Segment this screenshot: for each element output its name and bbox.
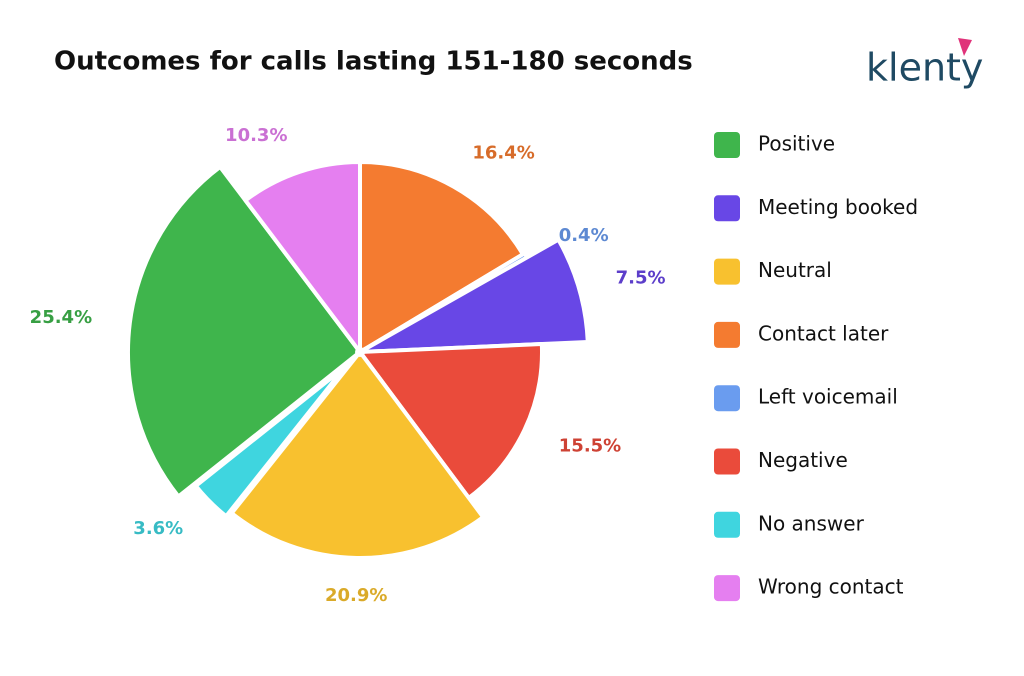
data-label: 3.6%	[133, 518, 183, 539]
center-dot	[355, 347, 365, 357]
pie-slice	[243, 160, 362, 354]
legend-swatch	[714, 385, 740, 412]
logo-mark	[958, 38, 972, 56]
legend-swatch	[714, 258, 740, 285]
data-label: 0.4%	[559, 225, 609, 246]
legend-swatch	[714, 321, 740, 348]
legend-label: Wrong contact	[758, 575, 904, 599]
legend-label: Contact later	[758, 321, 889, 345]
data-label: 16.4%	[472, 143, 534, 164]
legend-label: Neutral	[758, 258, 832, 282]
pie-slice	[358, 237, 590, 354]
legend-swatch	[714, 132, 740, 158]
legend-swatch	[714, 511, 740, 538]
legend-label: Positive	[758, 132, 835, 156]
legend-swatch	[714, 195, 740, 222]
data-label: 15.5%	[559, 435, 621, 456]
pie-slice	[358, 160, 525, 354]
legend-swatch	[714, 448, 740, 475]
legend: Positive Meeting booked Neutral Contact lat…	[714, 132, 918, 602]
legend-label: Negative	[758, 448, 848, 472]
data-label: 10.3%	[225, 125, 287, 146]
data-label: 7.5%	[616, 268, 666, 289]
pie-slice	[193, 365, 347, 519]
chart-title: Outcomes for calls lasting 151-180 secon…	[54, 47, 693, 77]
legend-label: Meeting booked	[758, 195, 918, 219]
legend-swatch	[714, 575, 740, 602]
pie-slice	[126, 164, 362, 499]
legend-label: Left voicemail	[758, 385, 898, 409]
data-label: 25.4%	[30, 307, 92, 328]
pie-slice	[229, 350, 486, 560]
pie: 16.4% 0.4% 7.5% 15.5% 20.9% 3.6% 25.4% 10.3%	[30, 125, 666, 606]
data-label: 20.9%	[325, 585, 387, 606]
legend-label: No answer	[758, 511, 865, 535]
pie-slice	[358, 341, 544, 500]
